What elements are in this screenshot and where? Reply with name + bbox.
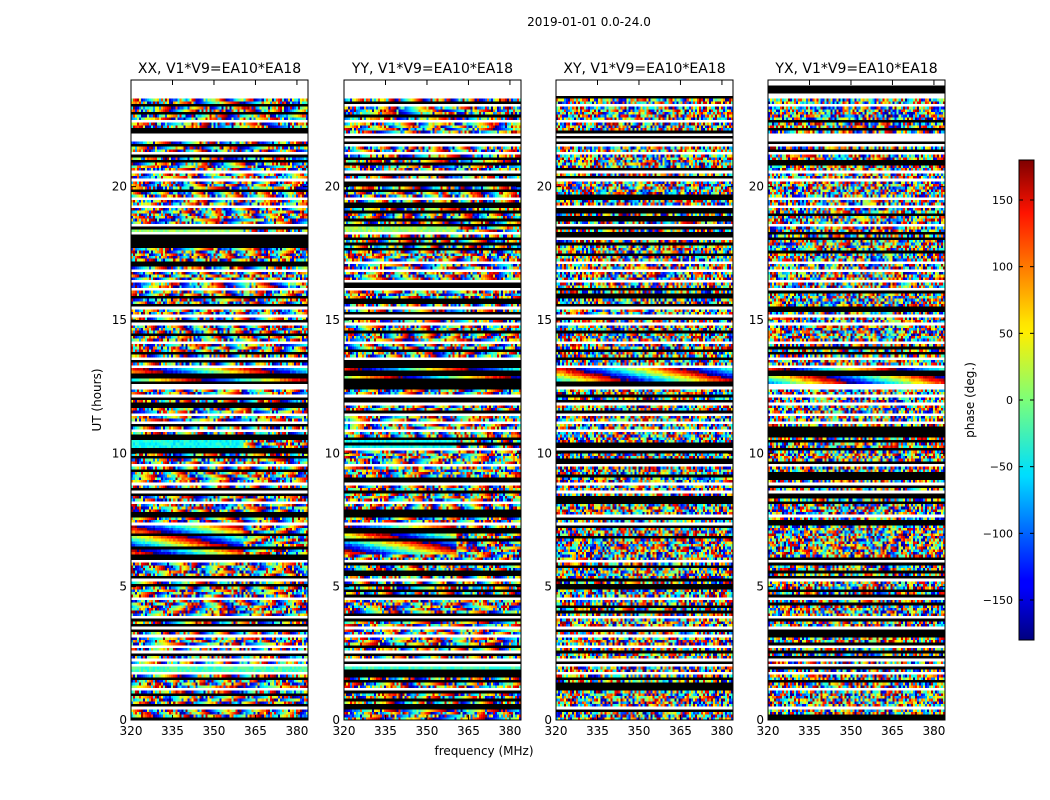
x-tick-label: 350 xyxy=(416,724,439,738)
panel-3: XY, V1*V9=EA10*EA18 320 335 350 365 380 0 5 10 15… xyxy=(537,61,734,738)
x-tick-label: 380 xyxy=(498,724,521,738)
colorbar-tick-label: −50 xyxy=(990,461,1013,474)
y-tick-label: 20 xyxy=(112,180,127,194)
panel-title: XY, V1*V9=EA10*EA18 xyxy=(563,61,725,77)
panel-title: YY, V1*V9=EA10*EA18 xyxy=(351,61,513,77)
panel-frame xyxy=(555,79,734,721)
colorbar-tick-label: 100 xyxy=(992,261,1013,274)
y-tick-label: 20 xyxy=(749,180,764,194)
y-tick-label: 0 xyxy=(756,713,764,727)
y-tick-label: 15 xyxy=(325,313,340,327)
y-tick-label: 5 xyxy=(544,580,552,594)
y-tick-label: 5 xyxy=(119,580,127,594)
colorbar-tick-label: 50 xyxy=(999,327,1013,340)
y-tick-label: 5 xyxy=(332,580,340,594)
panel-frame xyxy=(130,79,309,721)
y-tick-label: 20 xyxy=(537,180,552,194)
x-tick-label: 335 xyxy=(161,724,184,738)
figure-title: 2019-01-01 0.0-24.0 xyxy=(527,15,651,29)
panel-1: XX, V1*V9=EA10*EA18 320 335 350 365 380 0 5 10 15… xyxy=(112,61,309,738)
y-tick-label: 15 xyxy=(749,313,764,327)
x-tick-label: 365 xyxy=(881,724,904,738)
x-tick-label: 380 xyxy=(710,724,733,738)
heatmap-image xyxy=(556,80,733,720)
x-tick-label: 320 xyxy=(757,724,780,738)
y-tick-label: 20 xyxy=(325,180,340,194)
colorbar-label: phase (deg.) xyxy=(963,362,977,438)
y-tick-label: 10 xyxy=(537,446,552,460)
x-tick-label: 335 xyxy=(374,724,397,738)
y-tick-label: 15 xyxy=(112,313,127,327)
y-axis-label: UT (hours) xyxy=(90,368,104,431)
y-tick-label: 0 xyxy=(544,713,552,727)
x-tick-label: 365 xyxy=(669,724,692,738)
x-tick-label: 350 xyxy=(840,724,863,738)
panel-frame xyxy=(343,79,522,721)
x-tick-label: 350 xyxy=(628,724,651,738)
x-tick-label: 335 xyxy=(798,724,821,738)
panel-frame xyxy=(767,79,946,721)
x-tick-label: 320 xyxy=(545,724,568,738)
x-tick-label: 380 xyxy=(285,724,308,738)
x-tick-label: 380 xyxy=(922,724,945,738)
colorbar-tick-label: 0 xyxy=(1006,394,1013,407)
panel-title: YX, V1*V9=EA10*EA18 xyxy=(774,61,937,77)
heatmap-image xyxy=(131,80,308,720)
colorbar-tick-label: −150 xyxy=(983,594,1013,607)
panel-title: XX, V1*V9=EA10*EA18 xyxy=(138,61,301,77)
heatmap-image xyxy=(768,80,945,720)
x-tick-label: 335 xyxy=(586,724,609,738)
colorbar: −150 −100 −50 0 50 100 150 phase (deg.) xyxy=(963,159,1035,641)
colorbar-tick-label: 150 xyxy=(992,194,1013,207)
colorbar-tick-label: −100 xyxy=(983,527,1013,540)
heatmap-image xyxy=(344,80,521,720)
panel-4: YX, V1*V9=EA10*EA18 320 335 350 365 380 0 5 10 15… xyxy=(749,61,946,738)
x-tick-label: 320 xyxy=(333,724,356,738)
x-axis-label: frequency (MHz) xyxy=(434,744,533,758)
y-tick-label: 0 xyxy=(119,713,127,727)
x-tick-label: 365 xyxy=(457,724,480,738)
y-tick-label: 15 xyxy=(537,313,552,327)
y-tick-label: 5 xyxy=(756,580,764,594)
y-tick-label: 0 xyxy=(332,713,340,727)
y-tick-label: 10 xyxy=(325,446,340,460)
panel-2: YY, V1*V9=EA10*EA18 320 335 350 365 380 0 5 10 15… xyxy=(325,61,522,738)
y-tick-label: 10 xyxy=(112,446,127,460)
x-tick-label: 365 xyxy=(244,724,267,738)
x-tick-label: 350 xyxy=(203,724,226,738)
x-tick-label: 320 xyxy=(120,724,143,738)
y-tick-label: 10 xyxy=(749,446,764,460)
